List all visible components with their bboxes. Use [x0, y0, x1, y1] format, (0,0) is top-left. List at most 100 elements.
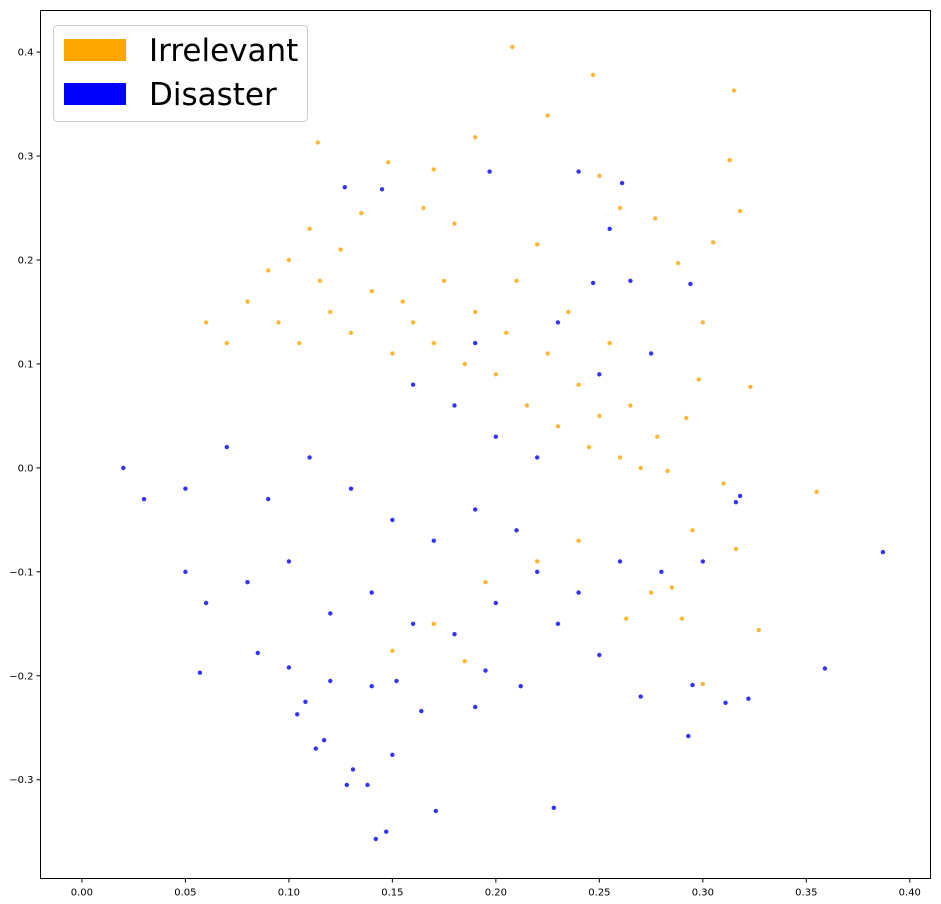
point-irrelevant-46: [224, 340, 229, 346]
point-disaster-1: [822, 666, 828, 671]
point-disaster-3: [723, 700, 728, 705]
point-irrelevant-73: [607, 340, 612, 346]
point-disaster-10: [619, 180, 625, 186]
point-irrelevant-51: [297, 340, 302, 346]
point-disaster-21: [350, 767, 356, 772]
point-irrelevant-61: [441, 278, 447, 283]
point-disaster-41: [286, 559, 292, 564]
point-disaster-59: [307, 455, 312, 460]
point-irrelevant-69: [555, 424, 561, 429]
point-disaster-12: [576, 169, 581, 174]
point-irrelevant-57: [390, 351, 395, 356]
x-tick-label: 0.05: [174, 888, 196, 899]
y-tick-label: 0.3: [18, 152, 34, 163]
point-disaster-29: [394, 678, 399, 684]
point-disaster-39: [183, 569, 188, 574]
point-disaster-53: [555, 621, 561, 626]
point-disaster-51: [597, 652, 602, 658]
point-disaster-24: [321, 738, 327, 743]
x-tick-label: 0.35: [795, 888, 817, 899]
point-disaster-4: [686, 733, 691, 739]
plot-frame: [40, 10, 931, 879]
point-irrelevant-26: [665, 468, 670, 474]
point-irrelevant-59: [410, 320, 416, 325]
point-irrelevant-13: [711, 240, 716, 245]
point-disaster-64: [121, 465, 126, 471]
point-disaster-52: [638, 694, 643, 699]
legend-label-disaster: Disaster: [149, 77, 277, 113]
point-disaster-45: [452, 632, 457, 637]
y-tick-label: −0.3: [9, 775, 33, 786]
point-disaster-50: [659, 569, 664, 574]
point-disaster-46: [493, 600, 498, 606]
x-tick-label: 0.40: [899, 888, 921, 899]
point-irrelevant-23: [684, 415, 689, 421]
x-tick-label: 0.30: [692, 888, 714, 899]
y-tick-label: −0.2: [9, 671, 33, 682]
point-irrelevant-29: [814, 489, 819, 494]
point-disaster-11: [590, 280, 596, 286]
point-irrelevant-17: [421, 205, 426, 211]
point-disaster-72: [648, 351, 654, 356]
point-disaster-5: [690, 682, 695, 688]
point-irrelevant-2: [731, 88, 737, 93]
point-irrelevant-18: [452, 221, 457, 226]
point-disaster-35: [286, 665, 292, 670]
point-irrelevant-36: [756, 627, 761, 633]
point-irrelevant-50: [286, 257, 292, 263]
point-irrelevant-70: [566, 309, 571, 315]
legend: Irrelevant Disaster: [53, 25, 308, 122]
point-irrelevant-31: [733, 546, 739, 552]
point-irrelevant-52: [317, 278, 323, 283]
point-irrelevant-41: [431, 621, 436, 626]
point-disaster-36: [255, 650, 260, 656]
point-irrelevant-6: [386, 160, 391, 165]
point-irrelevant-48: [266, 268, 271, 273]
point-irrelevant-33: [669, 585, 674, 590]
point-disaster-7: [733, 500, 739, 505]
point-disaster-47: [535, 569, 540, 574]
point-disaster-34: [551, 805, 556, 810]
point-irrelevant-56: [369, 289, 374, 294]
point-disaster-54: [514, 528, 519, 533]
point-irrelevant-14: [675, 260, 681, 266]
y-tick-label: 0.0: [18, 463, 34, 474]
point-irrelevant-39: [390, 648, 395, 653]
point-disaster-0: [880, 549, 886, 555]
points-layer: [121, 44, 886, 842]
legend-swatch-irrelevant: [64, 39, 126, 61]
point-irrelevant-62: [462, 361, 467, 367]
point-irrelevant-63: [473, 309, 478, 315]
point-irrelevant-55: [348, 330, 354, 335]
point-irrelevant-54: [338, 247, 343, 252]
point-irrelevant-28: [586, 444, 592, 450]
point-irrelevant-19: [535, 242, 540, 247]
point-irrelevant-37: [700, 681, 705, 687]
point-disaster-33: [518, 684, 523, 689]
point-disaster-17: [373, 836, 378, 842]
point-disaster-19: [344, 782, 349, 788]
point-disaster-48: [576, 590, 581, 595]
point-disaster-67: [493, 434, 498, 439]
point-irrelevant-10: [617, 205, 623, 211]
point-disaster-42: [328, 611, 333, 616]
point-disaster-2: [746, 696, 751, 701]
legend-swatch-disaster: [64, 83, 126, 105]
y-tick-label: 0.2: [18, 255, 34, 266]
point-disaster-15: [379, 187, 385, 192]
point-irrelevant-7: [727, 158, 732, 163]
point-disaster-26: [295, 712, 300, 717]
point-irrelevant-35: [679, 616, 685, 621]
point-disaster-27: [328, 678, 333, 684]
point-irrelevant-49: [276, 320, 281, 325]
point-irrelevant-74: [628, 403, 633, 408]
y-axis: −0.3 −0.2 −0.1 0.0 0.1 0.2 0.3 0.4: [9, 48, 41, 786]
point-irrelevant-38: [624, 616, 629, 621]
point-disaster-70: [555, 320, 561, 325]
point-irrelevant-44: [576, 538, 581, 543]
point-irrelevant-40: [462, 659, 467, 664]
point-disaster-56: [431, 538, 436, 543]
point-irrelevant-60: [431, 340, 436, 346]
point-disaster-25: [303, 699, 308, 704]
point-disaster-71: [597, 372, 602, 377]
